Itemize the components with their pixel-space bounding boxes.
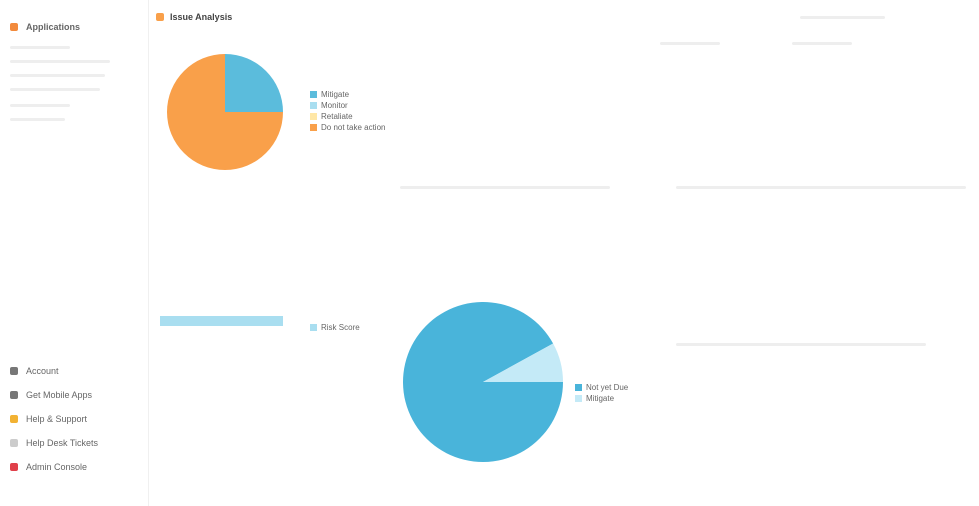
pie-slice (167, 54, 283, 170)
app-name: Applications (26, 22, 81, 32)
placeholder (10, 46, 70, 49)
placeholder (676, 343, 926, 346)
placeholder (10, 88, 100, 91)
placeholder (676, 186, 966, 189)
legend-swatch (310, 91, 317, 98)
legend-swatch (575, 384, 582, 391)
page-title: Issue Analysis (170, 12, 233, 22)
menu-item[interactable]: Get Mobile Apps (10, 390, 92, 400)
placeholder (10, 104, 70, 107)
legend-label: Retaliate (321, 112, 353, 121)
menu-icon (10, 439, 18, 447)
legend-label: Do not take action (321, 123, 385, 132)
sidebar: Applications Account Get Mobile Apps Help … (0, 0, 149, 506)
legend-swatch (575, 395, 582, 402)
legend-swatch (310, 124, 317, 131)
menu-icon (10, 367, 18, 375)
page-header: Issue Analysis (156, 12, 232, 22)
placeholder (10, 118, 65, 121)
pie-slice (483, 343, 563, 382)
legend-label: Not yet Due (586, 383, 629, 392)
legend-label: Mitigate (586, 394, 615, 403)
legend-label: Monitor (321, 101, 348, 110)
menu-icon (10, 463, 18, 471)
placeholder (400, 186, 610, 189)
menu-label: Admin Console (26, 462, 88, 472)
menu-label: Get Mobile Apps (26, 390, 93, 400)
placeholder (10, 60, 110, 63)
pie-slice (402, 301, 563, 462)
app-switcher[interactable]: Applications (10, 22, 80, 32)
menu-icon (10, 415, 18, 423)
placeholder (792, 42, 852, 45)
legend-swatch (310, 324, 317, 331)
legend-label: Risk Score (321, 323, 360, 332)
legend-swatch (310, 102, 317, 109)
menu-label: Help & Support (26, 414, 88, 424)
menu-item[interactable]: Help Desk Tickets (10, 438, 98, 448)
legend-label: Mitigate (321, 90, 350, 99)
menu-label: Help Desk Tickets (26, 438, 99, 448)
placeholder (660, 42, 720, 45)
pie-slice (225, 54, 283, 112)
legend-swatch (310, 113, 317, 120)
menu-label: Account (26, 366, 59, 376)
menu-item[interactable]: Admin Console (10, 462, 87, 472)
placeholder (800, 16, 885, 19)
menu-item[interactable]: Help & Support (10, 414, 87, 424)
bar (160, 316, 283, 326)
menu-icon (10, 391, 18, 399)
menu-item[interactable]: Account (10, 366, 59, 376)
placeholder (10, 74, 105, 77)
